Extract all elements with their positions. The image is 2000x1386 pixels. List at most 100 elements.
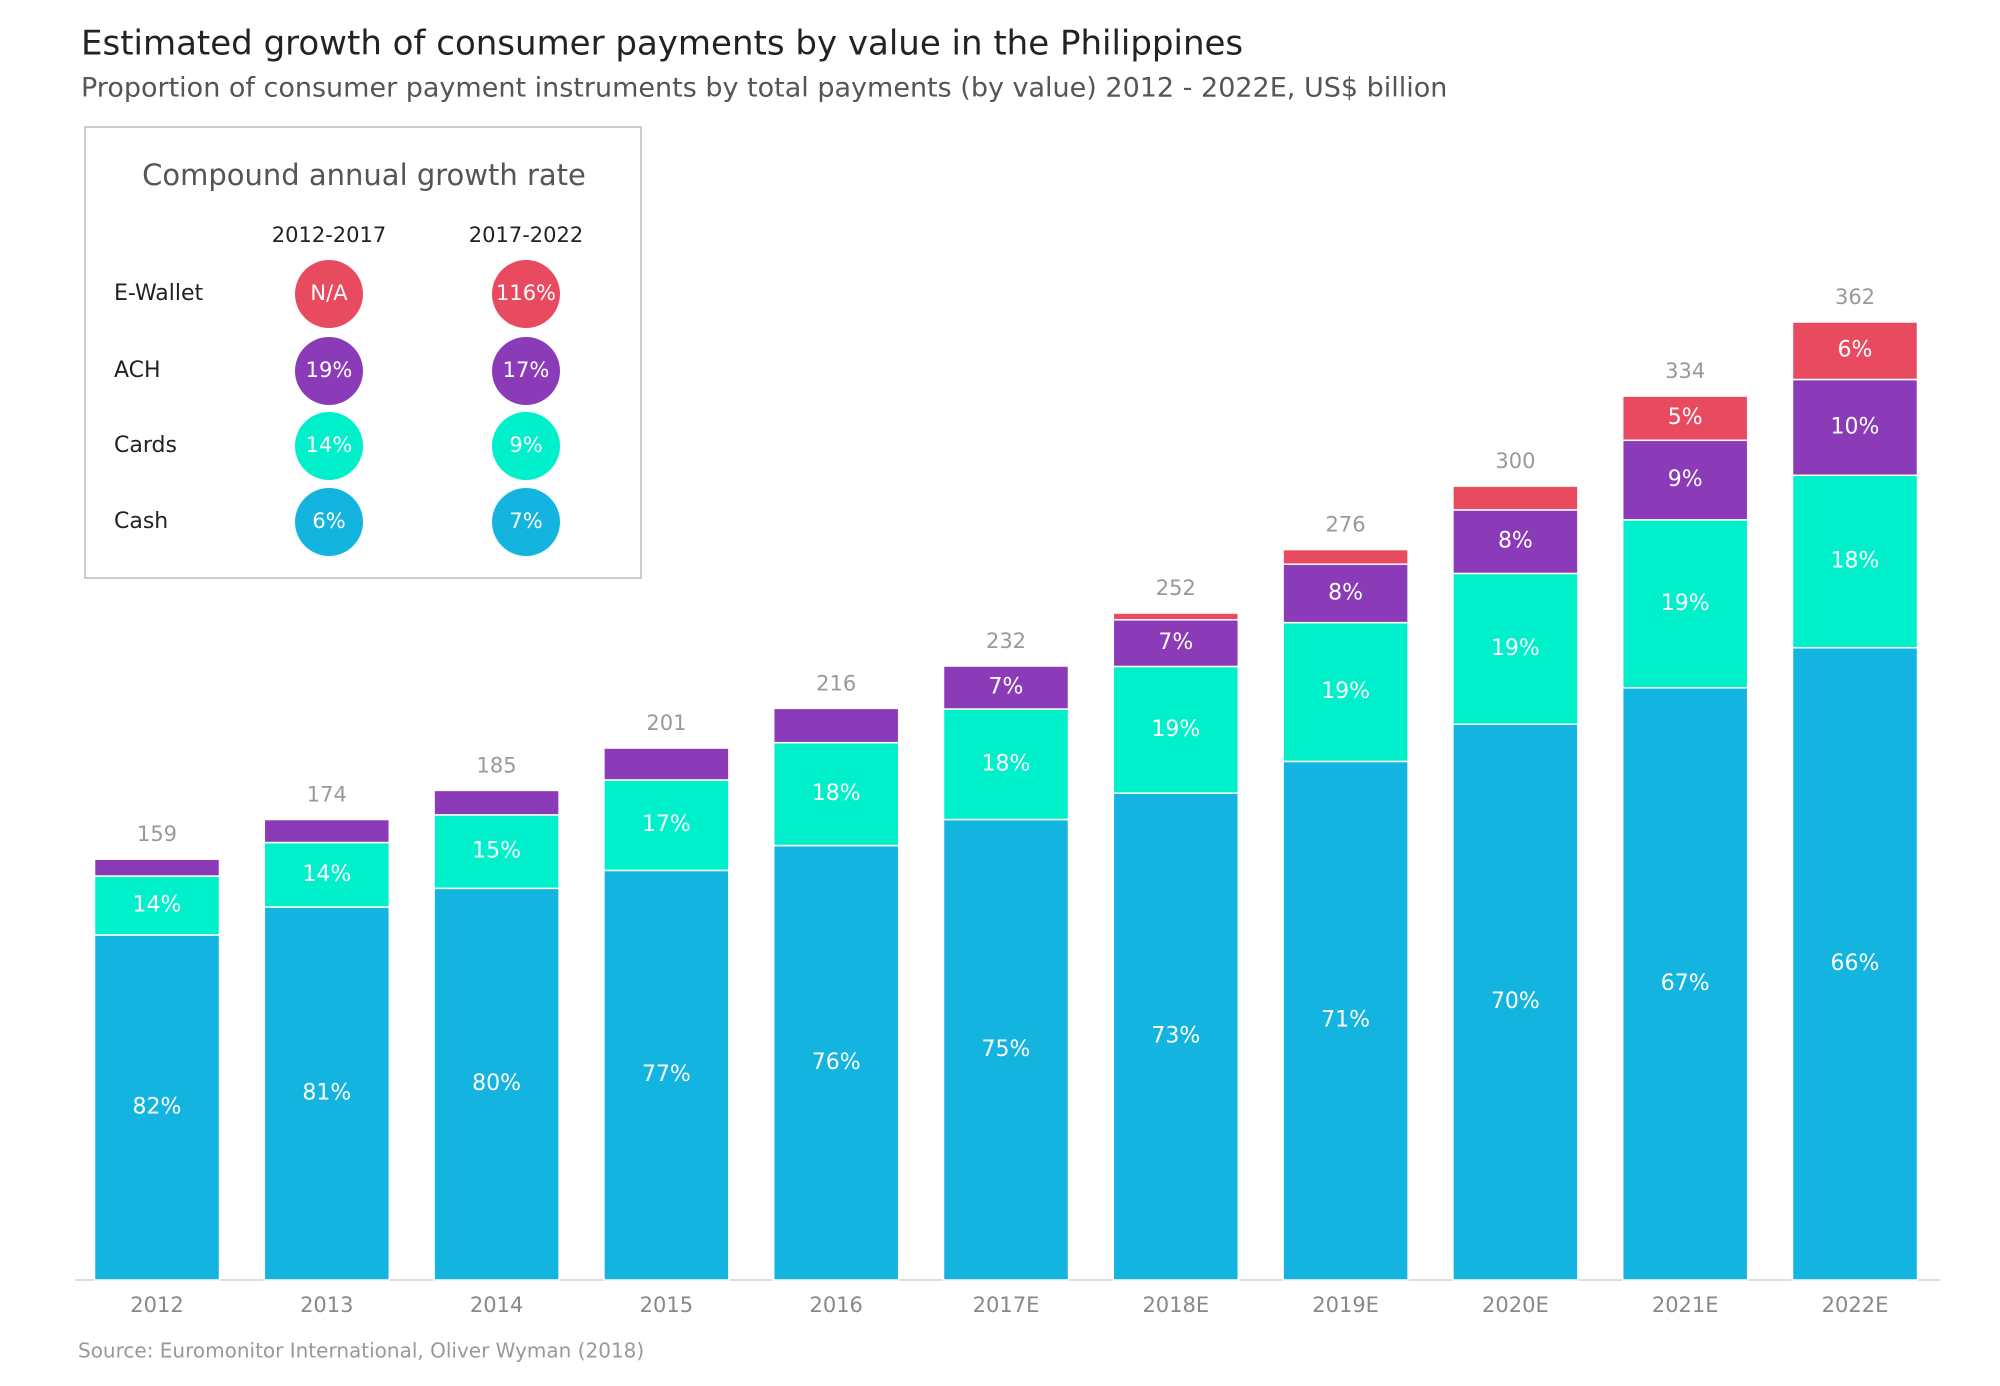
- bar-segment: [603, 779, 730, 872]
- bar-segment: [263, 841, 391, 908]
- bar-segment: [1621, 687, 1749, 1281]
- x-tick-label: 2013: [300, 1293, 353, 1317]
- bar-segment: [942, 708, 1070, 821]
- bar-segment: [1791, 321, 1919, 381]
- inset-column-header: 2017-2022: [469, 223, 583, 247]
- data-label: 17%: [642, 812, 691, 837]
- x-tick-label: 2018E: [1142, 1293, 1209, 1317]
- data-label: 18%: [1831, 549, 1880, 574]
- cagr-badge: [492, 260, 560, 328]
- bar-segment: [1452, 509, 1579, 575]
- data-label: 75%: [982, 1037, 1031, 1062]
- cagr-badge: [295, 260, 363, 328]
- chart-title: Estimated growth of consumer payments by…: [81, 24, 1243, 64]
- bar-segment: [1112, 619, 1240, 668]
- data-label: 66%: [1831, 951, 1880, 976]
- x-tick-label: 2022E: [1822, 1293, 1889, 1317]
- data-label: 8%: [1498, 529, 1533, 554]
- bar-segment: [1621, 439, 1749, 521]
- data-label: 15%: [472, 839, 521, 864]
- data-label: 19%: [1321, 679, 1370, 704]
- cagr-value: 116%: [496, 281, 556, 305]
- data-label: 19%: [1491, 636, 1540, 661]
- total-label: 232: [986, 629, 1026, 653]
- cagr-badge: [492, 412, 560, 480]
- bar-segment: [1791, 474, 1919, 649]
- bar-segment: [603, 747, 730, 781]
- data-label: 76%: [812, 1050, 861, 1075]
- bar-segment: [942, 818, 1070, 1281]
- bar-segment: [1282, 621, 1409, 763]
- inset-row-label: Cards: [114, 433, 177, 458]
- total-label: 159: [137, 822, 177, 846]
- x-tick-label: 2014: [470, 1293, 523, 1317]
- data-label: 8%: [1328, 580, 1363, 605]
- cagr-badge: [492, 488, 560, 556]
- cagr-value: N/A: [310, 281, 348, 305]
- data-label: 7%: [989, 675, 1024, 700]
- data-label: 14%: [133, 893, 182, 918]
- bar-segment: [1621, 519, 1749, 689]
- total-label: 216: [816, 671, 856, 695]
- x-tick-label: 2015: [640, 1293, 693, 1317]
- x-tick-label: 2021E: [1652, 1293, 1719, 1317]
- data-label: 19%: [1661, 591, 1710, 616]
- data-label: 7%: [1158, 630, 1193, 655]
- x-tick-label: 2016: [809, 1293, 862, 1317]
- bar-segment: [772, 741, 900, 847]
- data-label: 14%: [302, 862, 351, 887]
- cagr-value: 19%: [306, 358, 353, 382]
- total-label: 174: [307, 783, 347, 807]
- total-label: 252: [1156, 576, 1196, 600]
- cagr-badge: [295, 412, 363, 480]
- bar-segment: [1621, 395, 1749, 442]
- inset-column-header: 2012-2017: [272, 223, 386, 247]
- x-tick-label: 2017E: [973, 1293, 1040, 1317]
- total-label: 362: [1835, 285, 1875, 309]
- cagr-badge: [295, 488, 363, 556]
- data-label: 82%: [133, 1094, 182, 1119]
- total-label: 201: [646, 711, 686, 735]
- bar-segment: [942, 665, 1070, 710]
- x-tick-label: 2020E: [1482, 1293, 1549, 1317]
- data-label: 9%: [1668, 467, 1703, 492]
- cagr-value: 17%: [503, 358, 550, 382]
- inset-row-label: Cash: [114, 509, 168, 534]
- data-label: 10%: [1831, 414, 1880, 439]
- bar-segment: [1791, 378, 1919, 477]
- bar-segment: [263, 906, 391, 1281]
- total-label: 300: [1495, 449, 1535, 473]
- bar-segment: [433, 887, 560, 1281]
- cagr-badge: [295, 337, 363, 405]
- x-tick-label: 2012: [130, 1293, 183, 1317]
- bar-segment: [1452, 572, 1579, 726]
- bar-segment: [1282, 548, 1409, 565]
- data-label: 81%: [302, 1081, 351, 1106]
- data-label: 5%: [1668, 405, 1703, 430]
- inset-row-label: E-Wallet: [114, 281, 204, 306]
- data-label: 18%: [982, 751, 1031, 776]
- data-label: 70%: [1491, 989, 1540, 1014]
- bar-segment: [433, 789, 560, 816]
- bar-segment: [1791, 646, 1919, 1281]
- data-label: 18%: [812, 781, 861, 806]
- data-label: 73%: [1151, 1024, 1200, 1049]
- data-label: 77%: [642, 1062, 691, 1087]
- data-label: 19%: [1151, 717, 1200, 742]
- bar-segment: [433, 814, 560, 890]
- bar-segment: [263, 818, 391, 844]
- cagr-value: 14%: [306, 433, 353, 457]
- bar-segment: [93, 858, 221, 877]
- total-label: 276: [1326, 513, 1366, 537]
- inset-title: Compound annual growth rate: [142, 158, 586, 192]
- bar-segment: [1112, 612, 1240, 621]
- cagr-value: 9%: [509, 433, 542, 457]
- cagr-badge: [492, 337, 560, 405]
- bar-segment: [1282, 760, 1409, 1281]
- bar-segment: [93, 934, 221, 1281]
- data-label: 67%: [1661, 971, 1710, 996]
- bar-segment: [1452, 723, 1579, 1281]
- chart-subtitle: Proportion of consumer payment instrumen…: [81, 73, 1447, 104]
- bar-segment: [772, 707, 900, 744]
